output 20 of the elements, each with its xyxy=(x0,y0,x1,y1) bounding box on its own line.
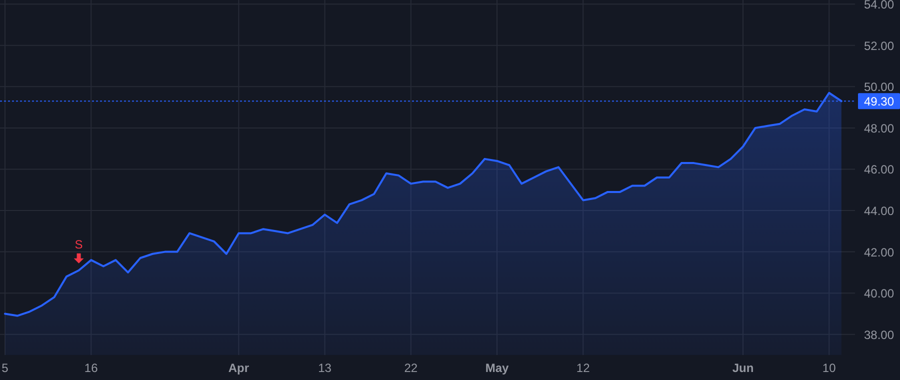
x-tick-label: 12 xyxy=(576,361,590,375)
y-tick-label: 42.00 xyxy=(864,245,894,260)
y-tick-label: 48.00 xyxy=(864,121,894,136)
x-tick-label: May xyxy=(485,361,509,375)
y-tick-label: 50.00 xyxy=(864,80,894,94)
x-tick-label: 5 xyxy=(2,361,9,375)
annotation: S xyxy=(74,237,83,252)
y-tick-label: 52.00 xyxy=(864,38,894,53)
x-tick-label: Apr xyxy=(228,361,250,375)
x-tick-label: Jun xyxy=(732,361,754,375)
x-tick-label: 10 xyxy=(822,361,836,375)
x-tick-label: 22 xyxy=(404,361,418,375)
y-tick-label: 44.00 xyxy=(864,204,894,218)
x-tick-label: 13 xyxy=(318,361,332,375)
y-tick-label: 38.00 xyxy=(864,328,894,342)
ref-line-label: 49.30 xyxy=(864,94,894,109)
y-tick-label: 46.00 xyxy=(864,162,894,177)
y-tick-label: 40.00 xyxy=(864,286,894,301)
x-tick-label: 16 xyxy=(84,361,98,375)
y-tick-label: 54.00 xyxy=(864,0,894,12)
